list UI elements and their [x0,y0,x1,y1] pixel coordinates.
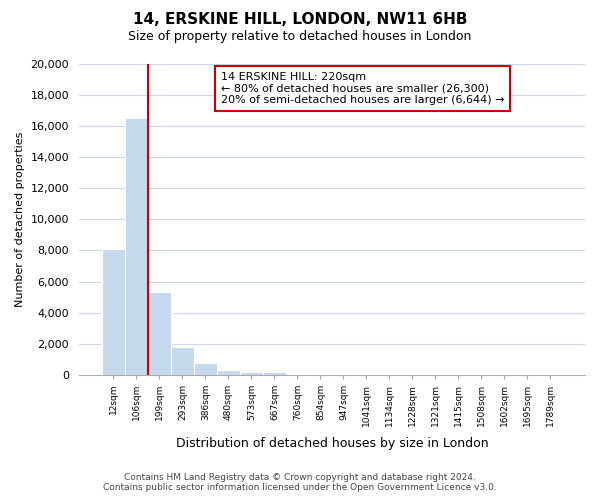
Text: Contains HM Land Registry data © Crown copyright and database right 2024.
Contai: Contains HM Land Registry data © Crown c… [103,473,497,492]
Bar [217,370,240,374]
Bar [125,118,148,374]
Bar [240,372,263,374]
Text: Size of property relative to detached houses in London: Size of property relative to detached ho… [128,30,472,43]
Bar [171,347,194,374]
Text: 14 ERSKINE HILL: 220sqm
← 80% of detached houses are smaller (26,300)
20% of sem: 14 ERSKINE HILL: 220sqm ← 80% of detache… [221,72,504,105]
Text: 14, ERSKINE HILL, LONDON, NW11 6HB: 14, ERSKINE HILL, LONDON, NW11 6HB [133,12,467,28]
Y-axis label: Number of detached properties: Number of detached properties [15,132,25,307]
Bar [263,372,286,374]
Bar [148,292,171,374]
Bar [194,363,217,374]
X-axis label: Distribution of detached houses by size in London: Distribution of detached houses by size … [176,437,488,450]
Bar [102,249,125,374]
